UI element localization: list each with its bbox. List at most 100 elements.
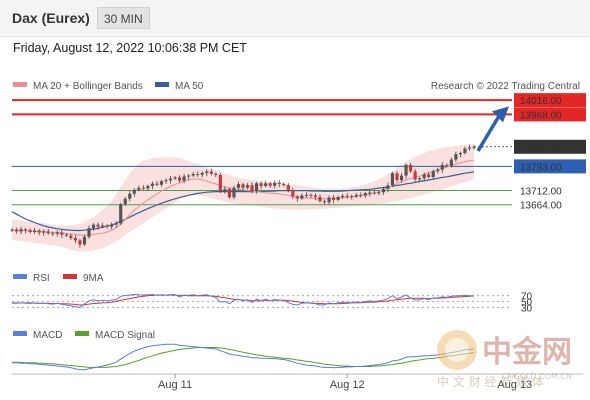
support-label-4: 13712.00 xyxy=(520,186,562,197)
candle-43 xyxy=(205,171,209,173)
candle-59 xyxy=(277,182,281,184)
candle-67 xyxy=(313,195,318,197)
research-credit: Research © 2022 Trading Central xyxy=(431,81,580,92)
candle-81 xyxy=(377,192,381,194)
candle-74 xyxy=(345,195,349,197)
instrument-title: Dax (Eurex) xyxy=(12,10,90,26)
last-label-2: 13859.00 xyxy=(520,143,562,154)
last-tag-2 xyxy=(514,139,586,154)
x-axis: Aug 11 Aug 12 Aug 13 xyxy=(12,373,583,391)
chart-header: Dax (Eurex) 30 MIN xyxy=(0,0,590,37)
candle-1 xyxy=(14,229,19,232)
candle-52 xyxy=(245,185,250,188)
candle-66 xyxy=(309,194,313,196)
candle-28 xyxy=(137,187,141,190)
candle-27 xyxy=(132,189,136,194)
candle-86 xyxy=(399,175,404,181)
candle-37 xyxy=(178,177,182,181)
candle-7 xyxy=(42,231,46,233)
candle-40 xyxy=(191,174,195,176)
candle-56 xyxy=(264,183,268,186)
candle-25 xyxy=(123,198,127,205)
rsi-tick-1: 50 xyxy=(521,298,533,309)
candle-0 xyxy=(10,229,14,231)
x-tick-label-1: Aug 12 xyxy=(330,379,365,391)
candle-18 xyxy=(91,224,96,229)
candle-30 xyxy=(146,185,150,189)
candle-5 xyxy=(33,230,37,233)
candle-41 xyxy=(196,174,200,176)
candle-73 xyxy=(341,195,345,197)
candle-91 xyxy=(422,174,426,179)
candle-51 xyxy=(241,184,245,188)
candle-33 xyxy=(159,181,164,185)
candle-14 xyxy=(73,237,77,241)
macd-panel xyxy=(12,343,475,371)
candle-53 xyxy=(250,185,254,192)
x-tick-label-2: Aug 13 xyxy=(497,379,532,391)
candle-100 xyxy=(463,148,467,154)
rsi-ma-line xyxy=(12,294,475,306)
timeframe-button[interactable]: 30 MIN xyxy=(97,7,150,29)
candle-2 xyxy=(19,229,23,232)
resistance-label-0: 14016.00 xyxy=(520,96,562,107)
candle-55 xyxy=(259,183,263,186)
candle-21 xyxy=(105,225,109,227)
rsi-legend-label: RSI xyxy=(33,273,50,284)
candle-38 xyxy=(182,176,186,181)
candle-96 xyxy=(445,164,449,166)
candle-90 xyxy=(418,178,422,180)
candle-4 xyxy=(28,230,32,233)
candle-6 xyxy=(37,230,41,233)
candle-34 xyxy=(164,180,168,182)
candle-63 xyxy=(295,196,299,199)
candle-19 xyxy=(96,224,100,227)
candle-20 xyxy=(101,225,105,227)
candle-58 xyxy=(273,182,277,186)
support-label-5: 13664.00 xyxy=(520,201,562,212)
date-label: Friday, August 12, 2022 10:06:38 PM CET xyxy=(13,41,247,55)
pivot-label-3: 13793.00 xyxy=(520,162,562,173)
candle-48 xyxy=(227,188,231,198)
candle-102 xyxy=(472,146,476,148)
candle-11 xyxy=(60,232,64,235)
candle-39 xyxy=(187,175,191,177)
ma50-legend-swatch xyxy=(155,82,169,87)
resistance-tag-0 xyxy=(514,93,586,108)
candle-68 xyxy=(318,196,322,202)
candle-95 xyxy=(440,164,444,170)
candle-44 xyxy=(209,171,213,174)
candle-57 xyxy=(268,183,272,186)
candle-29 xyxy=(141,187,145,189)
candle-54 xyxy=(255,183,259,192)
candle-26 xyxy=(128,193,132,199)
candle-24 xyxy=(119,204,123,224)
candle-79 xyxy=(368,192,372,194)
candle-75 xyxy=(350,196,354,198)
candle-10 xyxy=(55,232,59,234)
candle-82 xyxy=(381,188,385,193)
candle-72 xyxy=(336,196,340,200)
candle-76 xyxy=(354,194,358,197)
candle-97 xyxy=(449,159,453,166)
candle-92 xyxy=(427,174,431,178)
projection-arrow-head xyxy=(492,106,509,123)
projection-arrow-shaft xyxy=(476,113,502,152)
candle-94 xyxy=(436,169,440,172)
candle-35 xyxy=(168,178,173,181)
ma50-legend-label: MA 50 xyxy=(175,81,204,92)
candle-65 xyxy=(304,194,308,196)
candle-77 xyxy=(359,194,363,196)
rsi-ma-legend-swatch xyxy=(63,274,77,279)
macd-legend-swatch xyxy=(13,331,27,336)
candle-3 xyxy=(24,229,28,231)
watermark-sub: 中 文 财 经 新 媒 体 xyxy=(437,374,544,389)
candle-15 xyxy=(78,240,82,245)
candle-71 xyxy=(332,197,336,200)
candle-47 xyxy=(223,188,227,191)
candle-13 xyxy=(69,235,73,238)
candle-98 xyxy=(454,154,458,160)
candle-9 xyxy=(51,233,55,235)
ma20-legend-label: MA 20 + Bollinger Bands xyxy=(33,81,143,92)
